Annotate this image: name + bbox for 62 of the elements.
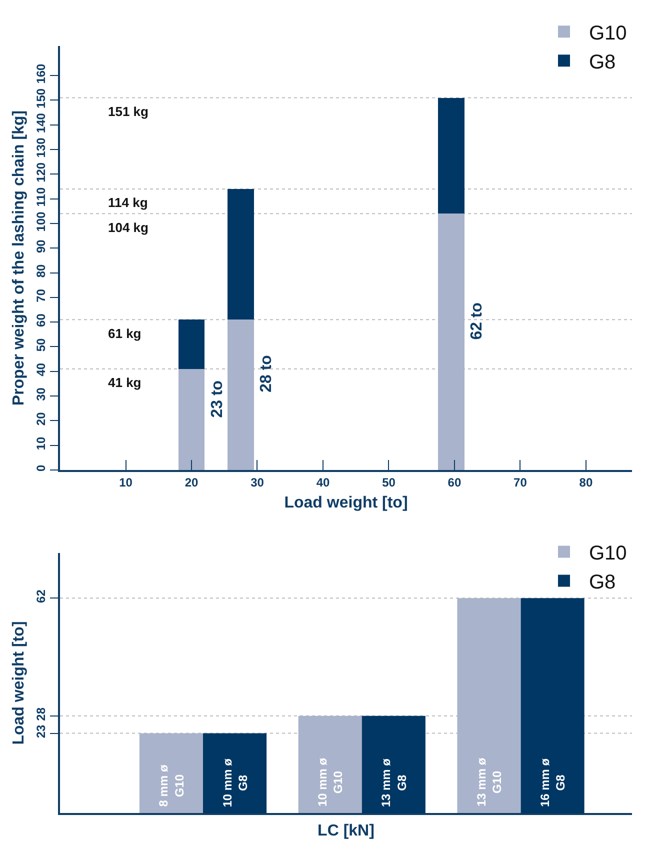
x-tick-label: 20 [184, 475, 198, 490]
ref-line-label: 61 kg [108, 326, 142, 341]
x-tick-label: 60 [448, 475, 462, 490]
ref-line-label: 41 kg [108, 375, 142, 390]
y-tick-label: 62 [34, 589, 48, 603]
y-tick-label: 80 [34, 264, 48, 278]
y-tick-label: 20 [34, 412, 48, 426]
y-tick-label: 90 [34, 239, 48, 254]
legend-label: G10 [589, 22, 627, 44]
y-tick-label: 110 [34, 187, 48, 207]
x-tick-label: 30 [250, 475, 264, 490]
legend-label: G8 [589, 51, 616, 74]
bar [520, 598, 584, 813]
bar [178, 320, 205, 369]
annotation: 10 mm ø G8 [220, 758, 250, 808]
bar [438, 98, 464, 214]
legend-label: G8 [589, 572, 616, 594]
x-tick-label: 40 [316, 475, 330, 490]
x-axis-title: Load weight [to] [284, 494, 408, 512]
ref-line-label: 151 kg [108, 104, 149, 119]
y-tick-label: 0 [34, 464, 48, 472]
x-tick-label: 50 [382, 475, 396, 490]
y-tick-label: 10 [34, 436, 48, 450]
y-tick-label: 23 [34, 724, 48, 738]
y-tick-label: 70 [34, 288, 48, 302]
y-tick-label: 120 [34, 162, 48, 182]
y-tick-label: 30 [34, 387, 48, 401]
bar [228, 188, 254, 320]
annotation: 62 to [468, 302, 486, 340]
bar [228, 320, 254, 470]
bar [203, 733, 267, 813]
annotation: 16 mm ø G8 [538, 758, 568, 808]
bar [298, 716, 362, 813]
y-tick-label: 40 [34, 362, 48, 376]
y-tick-label: 150 [34, 88, 48, 108]
x-tick-label: 70 [514, 475, 528, 490]
x-tick-label: 10 [119, 475, 133, 490]
annotation: 10 mm ø G10 [316, 757, 346, 807]
bar [457, 598, 521, 813]
y-tick-label: 160 [34, 63, 48, 84]
annotation: 13 mm ø G10 [474, 757, 504, 806]
y-axis-title: Load weight [to] [10, 621, 28, 745]
y-tick-label: 100 [34, 211, 48, 232]
bar [178, 368, 205, 470]
annotation: 8 mm ø G10 [156, 764, 186, 807]
legend-label: G10 [589, 542, 627, 564]
annotation: 13 mm ø G8 [379, 758, 409, 808]
bar [362, 716, 426, 813]
y-tick-label: 140 [34, 112, 48, 134]
x-tick-label: 80 [579, 475, 593, 490]
y-tick-label: 50 [34, 338, 48, 352]
x-axis-title: LC [kN] [318, 822, 374, 840]
ref-line-label: 114 kg [108, 195, 148, 210]
y-axis-title: Proper weight of the lashing chain [kg] [10, 110, 28, 406]
bar [438, 214, 464, 470]
annotation: 28 to [258, 354, 276, 392]
ref-line-label: 104 kg [108, 220, 149, 235]
y-tick-label: 130 [34, 137, 48, 158]
annotation: 23 to [209, 380, 226, 418]
y-tick-label: 28 [34, 707, 48, 721]
bar [139, 733, 203, 813]
y-tick-label: 60 [34, 313, 48, 327]
